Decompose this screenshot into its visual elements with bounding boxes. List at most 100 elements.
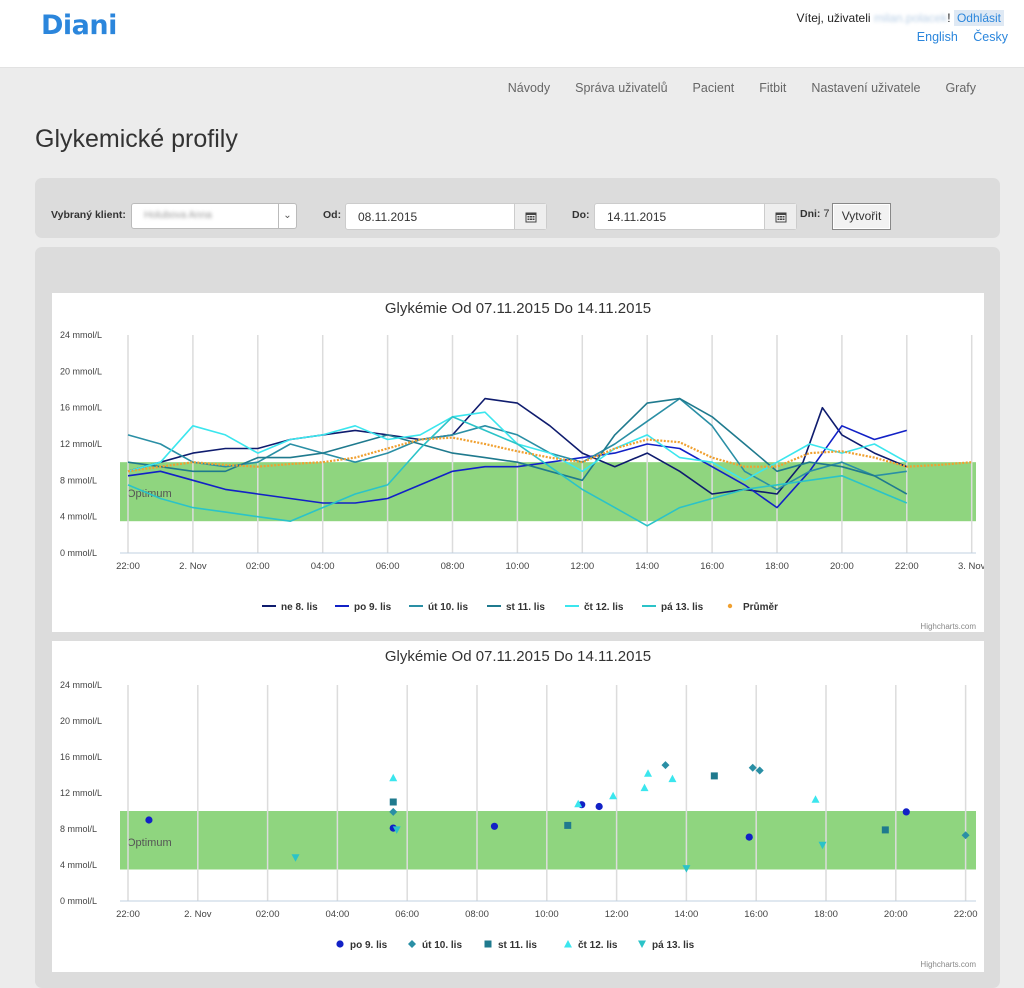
data-point [564,821,572,829]
x-tick-label: 02:00 [256,909,280,920]
data-point [595,802,603,811]
welcome-message: Vítej, uživateli milan.polacek! Odhlásit [796,10,1004,26]
data-point [640,783,649,792]
app-logo[interactable]: Diani [41,10,117,41]
data-point [661,761,670,770]
legend-symbol [336,940,344,948]
client-select[interactable]: Holubova Anna ⌄ [131,203,297,229]
days-value: 7 [823,208,830,220]
x-tick-label: 14:00 [675,909,699,920]
y-tick-label: 8 mmol/L [60,824,97,834]
x-tick-label: 10:00 [506,561,530,572]
x-tick-label: 22:00 [116,561,140,572]
data-point [811,795,820,803]
data-point [389,798,397,806]
page-title: Glykemické profily [35,125,238,153]
optimum-band [120,462,976,522]
language-switcher: English Česky [905,30,1008,44]
data-point [748,763,757,772]
y-tick-label: 16 mmol/L [60,403,102,413]
data-point [710,772,718,780]
legend-item: po 9. lis [350,940,388,951]
legend-symbol [727,603,733,609]
y-tick-label: 8 mmol/L [60,475,97,485]
glycemia-scatter-chart: Glykémie Od 07.11.2015 Do 14.11.2015 Opti… [52,641,984,972]
glycemia-line-chart: Glykémie Od 07.11.2015 Do 14.11.2015Opti… [52,293,984,632]
y-tick-label: 12 mmol/L [60,439,102,449]
credits-label: Highcharts.com [920,960,976,969]
days-count: Dni: 7 [800,208,829,220]
x-tick-label: 18:00 [765,561,789,572]
nav-item-pacient[interactable]: Pacient [692,81,735,95]
legend-symbol [484,940,492,948]
legend-item: pá 13. lis [661,602,704,613]
days-label: Dni: [800,208,821,220]
nav-item-navody[interactable]: Návody [507,81,551,95]
from-date-field[interactable] [345,203,547,230]
legend-item: st 11. lis [506,602,545,613]
data-point [755,766,764,775]
x-tick-label: 08:00 [465,909,489,920]
x-tick-label: 20:00 [830,561,854,572]
x-tick-label: 04:00 [326,909,350,920]
x-tick-label: 3. Nov [958,561,984,572]
x-tick-label: 08:00 [441,561,465,572]
series-line [127,397,907,491]
nav-item-nastaveni-uzivatele[interactable]: Nastavení uživatele [811,81,921,95]
x-tick-label: 16:00 [744,909,768,920]
legend-item: ne 8. lis [281,602,318,613]
y-tick-label: 16 mmol/L [60,752,102,762]
data-point [490,822,499,830]
legend-item: pá 13. lis [652,940,695,951]
data-point [574,799,583,808]
chart-title: Glykémie Od 07.11.2015 Do 14.11.2015 [385,300,651,317]
legend-item: čt 12. lis [578,940,618,951]
from-label: Od: [323,209,342,221]
data-point [902,808,910,816]
x-tick-label: 14:00 [635,561,659,572]
x-tick-label: 12:00 [605,909,629,920]
data-point [609,791,618,800]
welcome-exclamation: ! [947,11,951,25]
y-tick-label: 0 mmol/L [60,548,97,558]
series-line [127,397,908,495]
calendar-icon[interactable] [764,204,796,229]
x-tick-label: 22:00 [116,909,140,920]
legend-symbol [564,940,572,948]
data-point [881,826,889,834]
to-date-input[interactable] [605,209,759,225]
nav-item-sprava-uzivatelu[interactable]: Správa uživatelů [575,81,668,95]
logout-link[interactable]: Odhlásit [953,10,1004,26]
top-bar: Diani Vítej, uživateli milan.polacek! Od… [0,0,1024,68]
create-button[interactable]: Vytvořit [832,203,891,230]
filter-bar: Vybraný klient: Holubova Anna ⌄ Od: Do: … [35,178,1000,238]
data-point [392,826,401,834]
data-point [961,831,970,840]
from-date-input[interactable] [356,209,510,225]
x-tick-label: 2. Nov [179,561,207,572]
chart-title: Glykémie Od 07.11.2015 Do 14.11.2015 [385,648,651,665]
lang-czech-link[interactable]: Česky [973,30,1008,44]
y-tick-label: 4 mmol/L [60,860,97,870]
legend-symbol [408,940,416,948]
y-tick-label: 24 mmol/L [60,680,102,690]
data-point [291,854,300,862]
y-tick-label: 4 mmol/L [60,512,97,522]
y-tick-label: 20 mmol/L [60,716,102,726]
client-label: Vybraný klient: [51,209,126,221]
welcome-text: Vítej, uživateli [796,11,871,25]
nav-item-fitbit[interactable]: Fitbit [759,81,787,95]
legend-symbol [638,940,646,948]
y-tick-label: 24 mmol/L [60,330,102,340]
main-nav: Návody Správa uživatelů Pacient Fitbit N… [508,81,976,95]
to-date-field[interactable] [594,203,797,230]
lang-english-link[interactable]: English [916,30,958,44]
legend-item: po 9. lis [354,602,392,613]
calendar-icon[interactable] [514,204,546,229]
data-point [389,807,398,816]
x-tick-label: 02:00 [246,561,270,572]
nav-item-grafy[interactable]: Grafy [945,81,976,95]
legend-item: Průměr [743,601,778,613]
username: milan.polacek [873,11,948,25]
chevron-down-icon[interactable]: ⌄ [278,204,296,228]
